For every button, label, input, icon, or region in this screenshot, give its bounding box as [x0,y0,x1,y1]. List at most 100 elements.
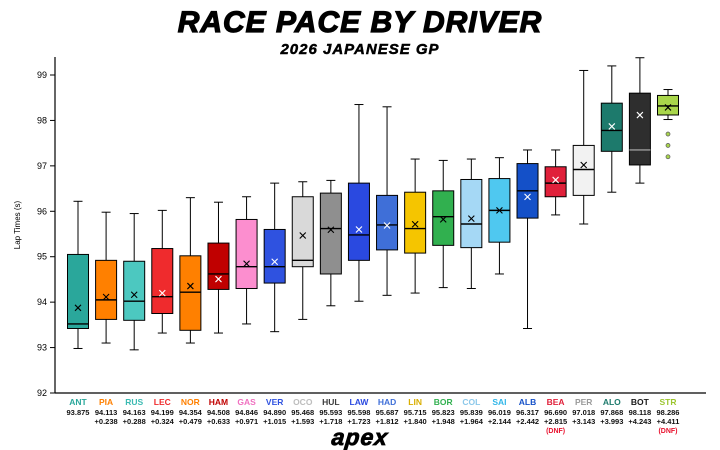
box-HUL [319,192,342,275]
box-RUS [123,260,146,321]
driver-label: 94.508 [207,408,230,417]
driver-label: +0.479 [179,417,202,426]
driver-label: STR [659,397,676,407]
driver-label: +0.238 [95,417,118,426]
driver-label: 98.286 [657,408,680,417]
box-LEC [151,248,174,314]
driver-label: 95.823 [432,408,455,417]
y-tick-label: 94 [37,297,47,307]
driver-label: +3.143 [572,417,595,426]
driver-label: SAI [492,397,506,407]
driver-label: 95.687 [376,408,399,417]
outlier-point [665,154,671,160]
driver-label: +0.971 [235,417,258,426]
driver-label: PIA [99,397,113,407]
driver-label: 97.018 [572,408,595,417]
driver-label: +2.815 [544,417,567,426]
box-COL [460,178,483,249]
driver-label: +1.964 [460,417,484,426]
outlier-point [665,143,671,148]
y-tick-label: 97 [37,161,47,171]
driver-label: BEA [547,397,565,407]
driver-label: GAS [237,397,256,407]
driver-label: 95.839 [460,408,483,417]
driver-label: +4.411 [657,417,680,426]
y-axis-label: Lap Times (s) [13,200,22,249]
driver-label: 93.875 [67,408,90,417]
driver-label: OCO [293,397,313,407]
driver-label: LIN [408,397,422,407]
driver-label: +0.288 [123,417,146,426]
box-ALO [600,102,623,152]
driver-label: +1.812 [375,417,398,426]
driver-label: ANT [69,397,87,407]
box-ANT [67,253,89,329]
y-tick-label: 98 [37,115,47,125]
box-HAD [376,194,399,251]
y-axis: 92 93 94 95 96 97 98 99 Lap Times (s) [13,57,56,398]
driver-label: HUL [322,397,339,407]
y-tick-label: 92 [37,388,47,398]
y-tick-label: 96 [37,206,47,216]
driver-label: 94.354 [179,408,203,417]
driver-label: +1.015 [263,417,286,426]
box-BOR [432,190,455,246]
y-tick-label: 93 [37,343,47,353]
driver-label: 96.690 [544,408,567,417]
driver-label: 96.317 [516,408,539,417]
driver-label: +0.324 [151,417,175,426]
box-NOR [179,255,202,331]
driver-label: 94.846 [235,408,258,417]
driver-label: 95.598 [347,408,370,417]
driver-label: 94.113 [95,408,118,417]
driver-label: ALO [603,397,621,407]
box-LIN [404,191,427,254]
driver-label: +1.948 [432,417,455,426]
outlier-point [665,131,671,137]
y-tick-label: 99 [37,70,47,80]
box-LAW [347,182,370,261]
box-OCO [291,196,314,268]
driver-label: 98.118 [629,408,652,417]
box-PER [572,144,595,196]
driver-label: 95.715 [404,408,427,417]
driver-label: +3.993 [600,417,623,426]
driver-label: RUS [125,397,143,407]
driver-label: LEC [154,397,171,407]
driver-label: +2.144 [488,417,512,426]
driver-label: LAW [350,397,370,407]
driver-label: +4.243 [628,417,651,426]
driver-label: 94.890 [263,408,286,417]
driver-label: PER [575,397,592,407]
driver-label: COL [462,397,480,407]
driver-label: (DNF) [658,428,677,435]
driver-label: +1.840 [404,417,427,426]
box-HAM [207,242,230,290]
driver-label: +1.718 [319,417,342,426]
chart-subtitle: 2026 JAPANESE GP [280,41,440,59]
box-VER [263,228,286,284]
driver-label: +0.633 [207,417,230,426]
box-GAS [235,218,258,290]
